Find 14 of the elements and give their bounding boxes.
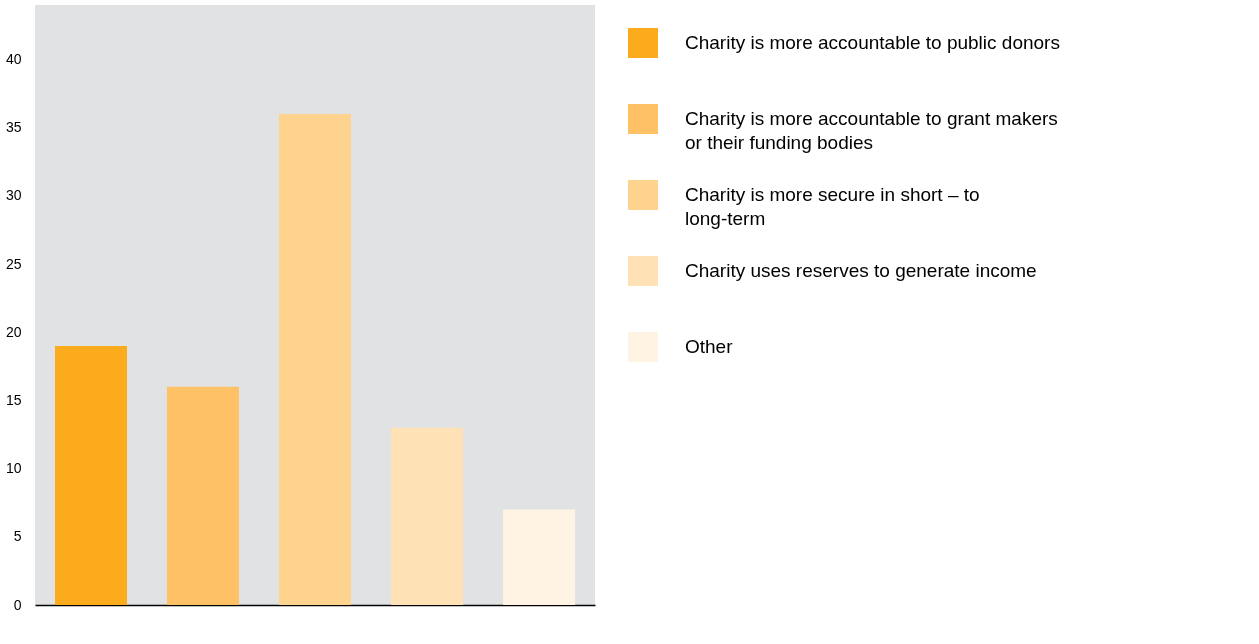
legend-label: Other (685, 336, 734, 357)
y-tick-label: 0 (13, 596, 22, 613)
y-tick-label: 40 (5, 51, 22, 68)
y-tick-label: 35 (5, 119, 22, 136)
legend-label: Charity is more secure in short – to long-term (685, 184, 980, 229)
y-tick-label: 30 (5, 187, 22, 204)
y-tick-label: 20 (5, 323, 22, 340)
y-tick-label: 10 (5, 460, 22, 477)
legend-label: Charity is more accountable to grant makers or their funding bodies (685, 108, 1058, 153)
legend-label: Charity uses reserves to generate income (685, 260, 1037, 281)
y-tick-label: 25 (5, 255, 22, 272)
legend-label: Charity is more accountable to public donors (685, 32, 1060, 53)
y-tick-label: 15 (5, 391, 22, 408)
y-tick-label: 5 (13, 528, 22, 545)
